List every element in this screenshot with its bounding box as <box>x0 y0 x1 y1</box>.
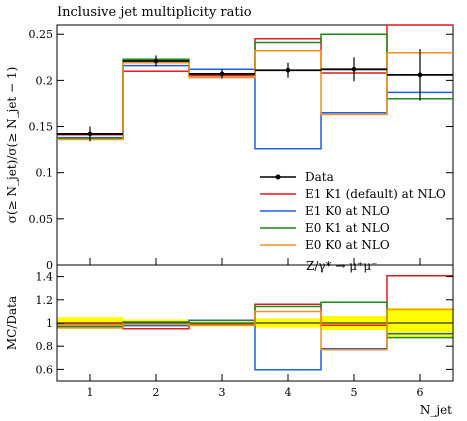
data-point <box>219 71 225 77</box>
legend-label: E0 K0 at NLO <box>305 238 390 252</box>
x-tick-label: 2 <box>153 386 160 399</box>
legend-label: E0 K1 at NLO <box>305 221 390 235</box>
x-tick-label: 4 <box>285 386 292 399</box>
main-series-lines <box>57 24 453 150</box>
ratio-y-tick-label: 1.2 <box>36 294 54 307</box>
main-y-tick-label: 0.2 <box>36 74 54 87</box>
main-y-tick-label: 0.05 <box>29 213 54 226</box>
data-point <box>351 67 357 72</box>
data-point <box>153 58 159 64</box>
ratio-series-lines <box>57 274 453 371</box>
chart-title: Inclusive jet multiplicity ratio <box>57 5 252 20</box>
legend-data-marker <box>275 174 281 180</box>
ratio-axis-label: MC/Data <box>5 296 19 350</box>
main-y-ticks: 0 0.05 0.1 0.15 0.2 0.25 <box>29 28 453 272</box>
x-tick-label: 3 <box>219 386 226 399</box>
ratio-y-ticks: 0.6 0.8 1 1.2 1.4 <box>36 271 453 376</box>
main-y-tick-label: 0.1 <box>36 167 54 180</box>
data-point <box>285 67 291 73</box>
main-y-tick-label: 0.25 <box>29 28 54 41</box>
legend-label: E1 K1 (default) at NLO <box>305 187 446 201</box>
ratio-panel: 0.6 0.8 1 1.2 1.4 1 2 3 4 5 6 <box>36 258 454 399</box>
data-point <box>417 72 423 78</box>
ratio-y-tick-label: 0.8 <box>36 340 54 353</box>
x-axis-label: N_jet <box>420 403 452 417</box>
ratio-y-tick-label: 1 <box>46 317 53 330</box>
series-line-3 <box>57 50 453 141</box>
x-tick-label: 1 <box>87 386 94 399</box>
main-data-points <box>57 49 453 142</box>
x-tick-label: 5 <box>351 386 358 399</box>
x-ticks: 1 2 3 4 5 6 <box>87 258 424 399</box>
main-y-tick-label: 0.15 <box>29 121 54 134</box>
y-axis-label: σ(≥ N_jet)/σ(≥ N_jet − 1) <box>5 67 19 224</box>
legend-label: E1 K0 at NLO <box>305 204 390 218</box>
ratio-y-tick-label: 1.4 <box>36 271 54 284</box>
legend: Data E1 K1 (default) at NLO E1 K0 at NLO E0… <box>260 170 446 252</box>
data-point <box>87 131 93 137</box>
legend-label: Data <box>305 170 334 184</box>
main-y-tick-label: 0 <box>46 259 53 272</box>
ratio-series-line-3 <box>57 308 453 351</box>
ratio-y-tick-label: 0.6 <box>36 363 54 376</box>
x-tick-label: 6 <box>417 386 424 399</box>
main-panel: 0 0.05 0.1 0.15 0.2 0.25 <box>29 24 454 272</box>
process-label: Z/γ* → μ⁺μ⁻ <box>306 259 378 273</box>
